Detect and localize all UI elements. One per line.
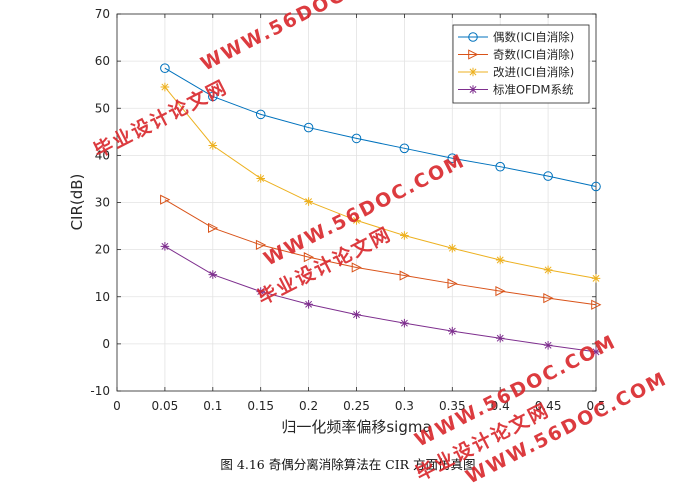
y-tick-label: 60	[95, 54, 110, 68]
x-tick-label: 0.3	[395, 399, 414, 413]
data-point	[255, 109, 266, 120]
data-point	[399, 143, 410, 154]
x-axis-label: 归一化频率偏移sigma	[281, 418, 431, 436]
data-point	[351, 133, 362, 144]
data-point	[448, 243, 457, 253]
series-line	[164, 86, 597, 279]
data-point	[447, 153, 458, 164]
x-tick-label: 0.25	[343, 399, 370, 413]
data-point	[591, 299, 602, 310]
data-point	[495, 285, 506, 297]
data-point	[303, 252, 315, 263]
data-point	[543, 293, 554, 304]
data-point	[304, 299, 313, 309]
data-point	[208, 141, 218, 150]
x-tick-label: 0	[113, 399, 121, 413]
data-point	[304, 197, 313, 206]
y-tick-label: 50	[95, 101, 110, 115]
tick-labels: 0 0.05 0.1 0.15 0.2 0.25 0.3 0.35 0.4 0.45 0.5-100…	[90, 7, 605, 413]
y-tick-label: 70	[95, 7, 110, 21]
legend-marker	[468, 49, 479, 60]
data-point	[352, 216, 361, 225]
x-tick-label: 0.05	[152, 399, 179, 413]
x-tick-label: 0.1	[203, 399, 222, 413]
data-point	[400, 318, 409, 328]
legend-marker	[468, 85, 478, 94]
y-tick-label: 30	[95, 196, 110, 210]
data-point	[160, 242, 170, 251]
legend-entry-label: 奇数(ICI自消除)	[493, 48, 574, 62]
series-1	[160, 194, 602, 310]
data-point	[543, 171, 553, 181]
legend-entry-label: 偶数(ICI自消除)	[493, 30, 574, 44]
data-point	[400, 231, 409, 240]
data-point	[160, 194, 171, 205]
data-point	[160, 82, 170, 92]
y-tick-label: -10	[90, 384, 110, 398]
x-tick-label: 0.15	[247, 399, 274, 413]
x-tick-label: 0.5	[586, 399, 605, 413]
series-group	[160, 63, 602, 357]
data-point	[447, 278, 458, 289]
data-point	[495, 255, 505, 265]
data-point	[495, 333, 505, 343]
series-0	[160, 63, 601, 192]
data-point	[256, 287, 265, 296]
series-line	[164, 245, 597, 353]
data-point	[591, 347, 601, 357]
data-point	[543, 340, 553, 350]
data-point	[303, 122, 314, 133]
data-point	[208, 91, 218, 102]
data-point	[399, 270, 410, 281]
x-tick-label: 0.4	[491, 399, 510, 413]
data-point	[208, 222, 219, 234]
x-tick-label: 0.35	[439, 399, 466, 413]
legend-marker	[468, 32, 478, 42]
legend: 偶数(ICI自消除) 奇数(ICI自消除) 改进(ICI自消除) 标准OFDM系统	[452, 24, 590, 104]
legend-marker	[468, 67, 478, 77]
series-3	[160, 242, 601, 357]
data-point	[160, 63, 170, 73]
x-tick-label: 0.45	[535, 399, 562, 413]
data-point	[256, 174, 265, 183]
y-tick-label: 20	[95, 243, 110, 257]
y-tick-label: 0	[102, 337, 110, 351]
data-point	[208, 270, 218, 279]
data-point	[255, 239, 267, 251]
data-point	[495, 161, 506, 172]
legend-entry-label: 改进(ICI自消除)	[493, 65, 574, 79]
data-point	[448, 326, 457, 336]
figure-caption: 图 4.16 奇偶分离消除算法在 CIR 方面仿真图	[220, 457, 475, 472]
y-axis-label: CIR(dB)	[68, 174, 86, 231]
data-point	[591, 274, 601, 283]
series-line	[164, 67, 597, 187]
series-2	[160, 82, 601, 283]
series-line	[164, 199, 597, 306]
y-tick-label: 40	[95, 148, 110, 162]
data-point	[351, 262, 362, 273]
x-tick-label: 0.2	[299, 399, 318, 413]
data-point	[591, 181, 601, 192]
legend-entry-label: 标准OFDM系统	[493, 83, 574, 97]
y-tick-label: 10	[95, 290, 110, 304]
data-point	[543, 265, 553, 275]
data-point	[352, 310, 361, 319]
